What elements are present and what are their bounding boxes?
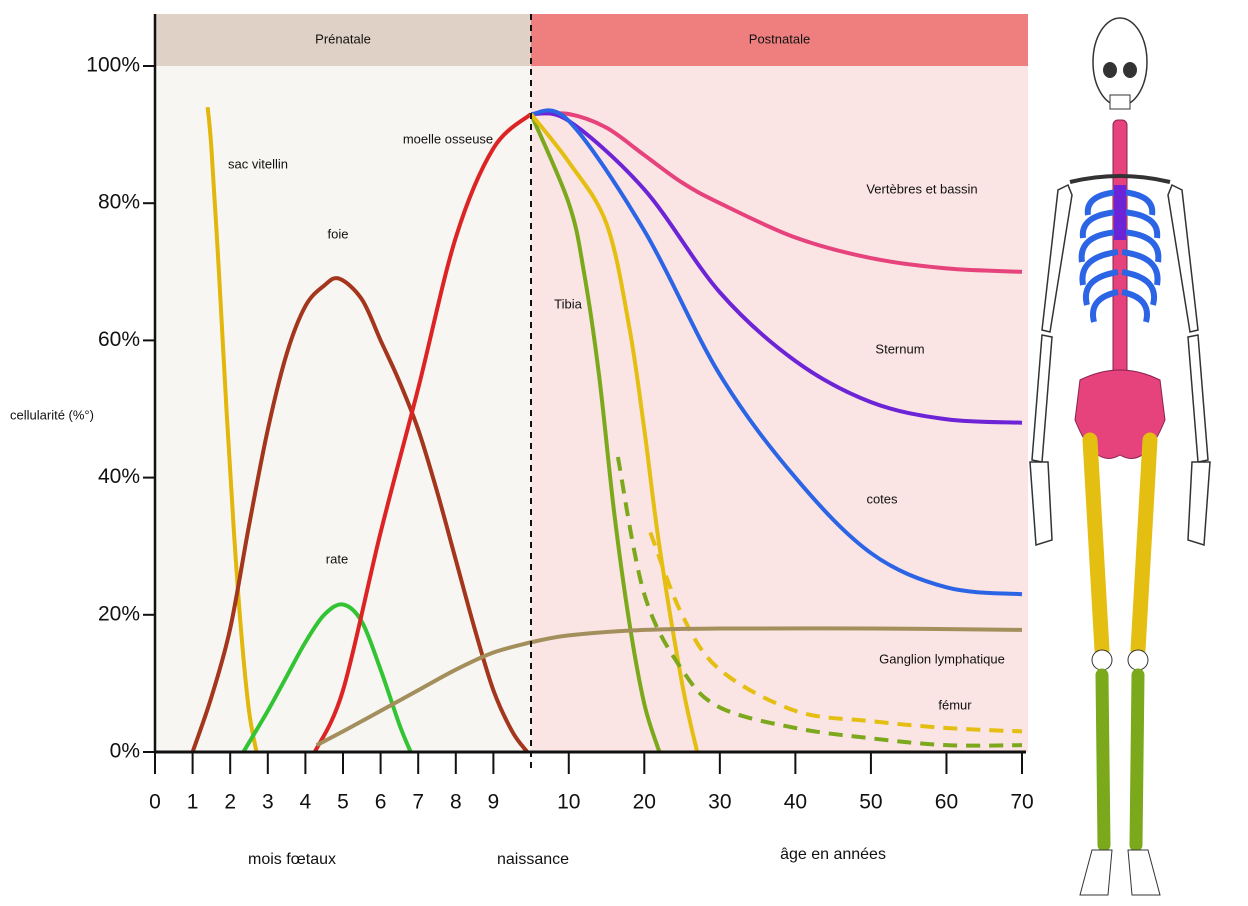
series-label: Ganglion lymphatique — [879, 651, 1005, 666]
y-tick-label: 80% — [98, 191, 140, 214]
y-tick-label: 60% — [98, 328, 140, 351]
x-tick-label: 7 — [412, 791, 424, 814]
x-axis-label: âge en années — [780, 846, 886, 863]
series-label: sac vitellin — [228, 156, 288, 171]
series-label: Vertèbres et bassin — [866, 181, 977, 196]
band-title: Postnatale — [749, 31, 810, 46]
x-tick-label: 60 — [935, 791, 958, 814]
series-label: foie — [328, 226, 349, 241]
x-tick-label: 8 — [450, 791, 462, 814]
x-tick-label: 30 — [708, 791, 731, 814]
series-label: moelle osseuse — [403, 131, 493, 146]
band-title: Prénatale — [315, 31, 371, 46]
birth-label: naissance — [497, 851, 569, 868]
y-tick-label: 100% — [86, 54, 140, 77]
x-tick-label: 2 — [224, 791, 236, 814]
series-label: rate — [326, 551, 348, 566]
skeleton-illustration — [1030, 18, 1210, 895]
x-tick-label: 40 — [784, 791, 807, 814]
x-tick-label: 50 — [859, 791, 882, 814]
y-axis-label: cellularité (%°) — [10, 407, 94, 422]
x-tick-label: 0 — [149, 791, 161, 814]
series-label: cotes — [866, 491, 898, 506]
chart: Prénatale cellularité (%°) 0% 20% 40% 60% 80% 1… — [0, 0, 1248, 906]
x-tick-label: 3 — [262, 791, 274, 814]
x-tick-label: 20 — [633, 791, 656, 814]
x-tick-label: 5 — [337, 791, 349, 814]
series-label: Sternum — [875, 341, 924, 356]
y-tick-label: 0% — [110, 740, 140, 763]
x-tick-label: 10 — [557, 791, 580, 814]
x-tick-label: 9 — [488, 791, 500, 814]
series-label: Tibia — [554, 296, 582, 311]
x-tick-label: 6 — [375, 791, 387, 814]
x-tick-label: 1 — [187, 791, 199, 814]
series-label: fémur — [938, 697, 972, 712]
x-tick-label: 70 — [1010, 791, 1033, 814]
y-tick-label: 40% — [98, 465, 140, 488]
x-axis-label: mois fœtaux — [248, 851, 336, 868]
x-tick-label: 4 — [300, 791, 312, 814]
y-tick-label: 20% — [98, 602, 140, 625]
